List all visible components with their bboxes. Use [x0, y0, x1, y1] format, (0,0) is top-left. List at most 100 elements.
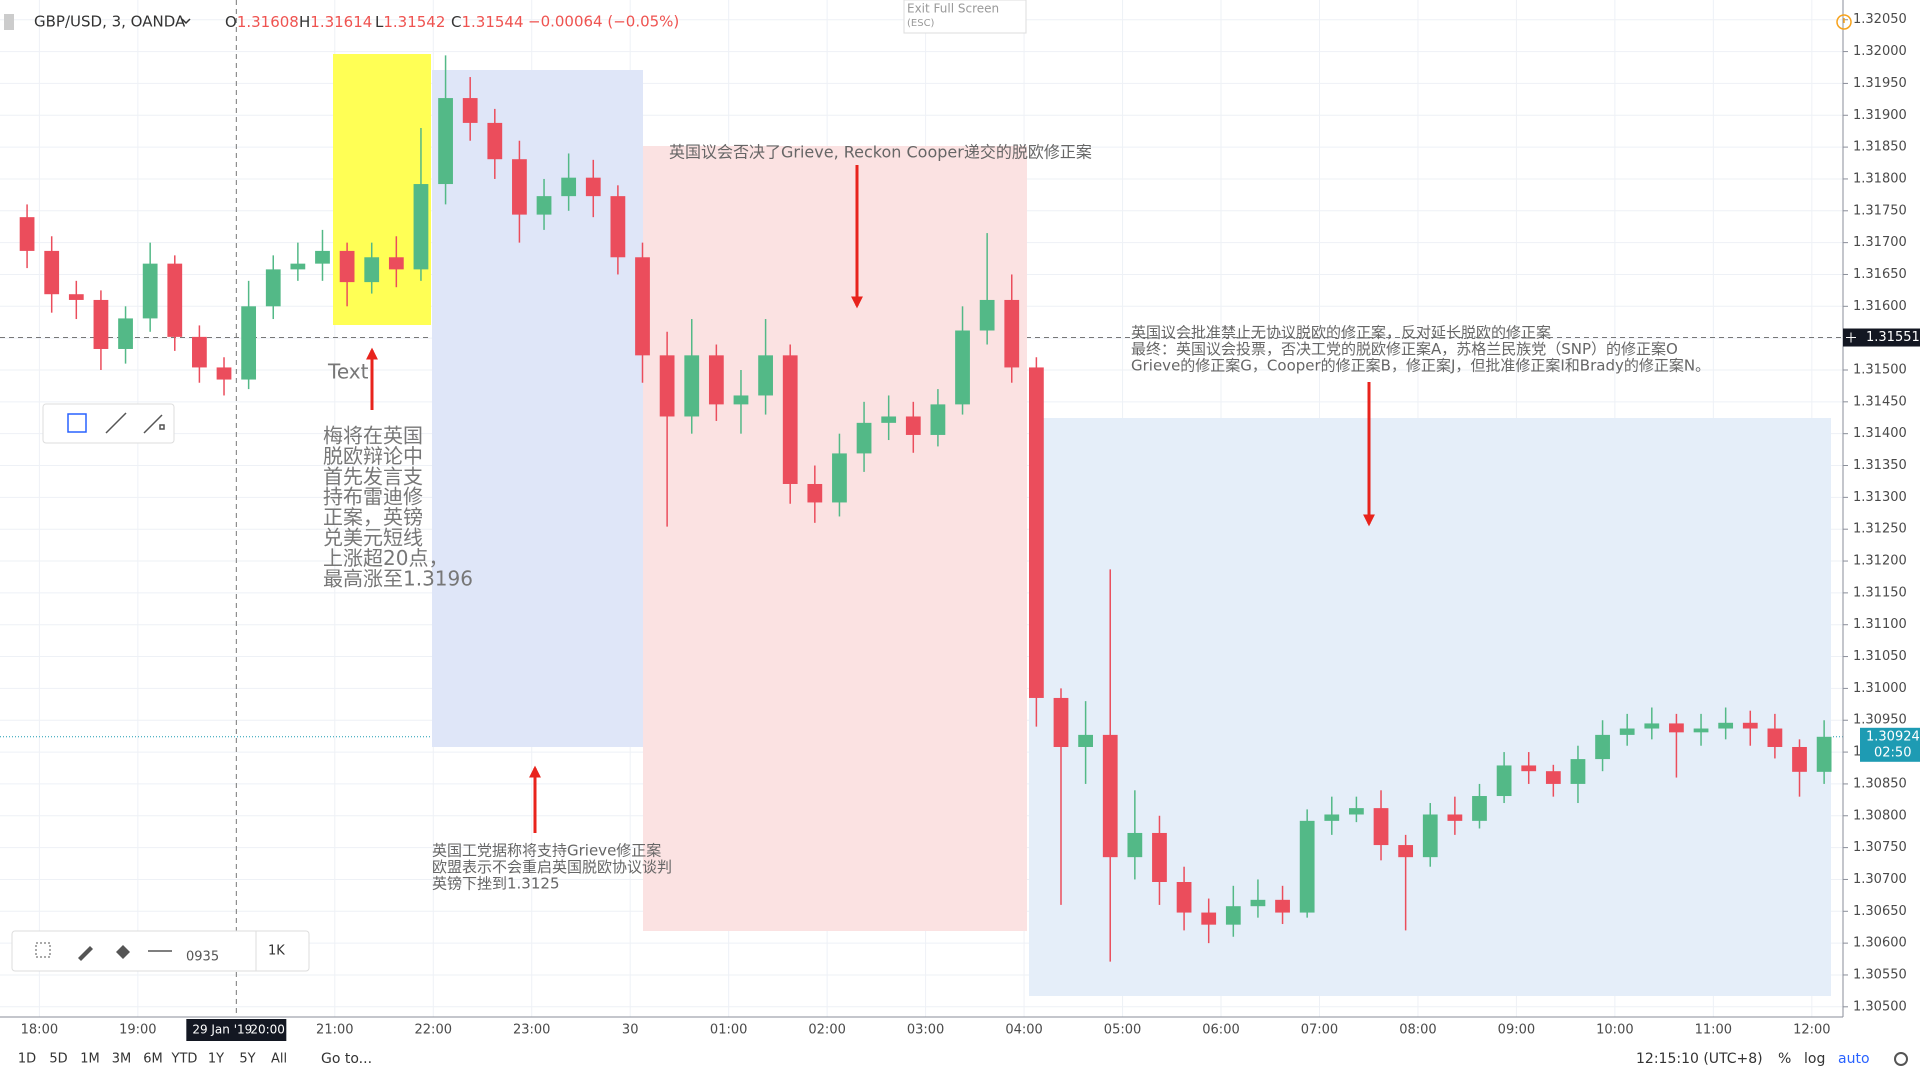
settings-icon[interactable]	[1894, 1052, 1908, 1066]
candle-body	[1004, 299, 1020, 368]
percent-toggle[interactable]: %	[1778, 1051, 1791, 1067]
annotation-line[interactable]: 上涨超20点，	[323, 546, 448, 570]
candle-body	[1693, 728, 1709, 733]
candle-body	[955, 330, 970, 405]
y-tick-label: 1.31350	[1853, 458, 1907, 473]
goto[interactable]: Go to...	[321, 1051, 372, 1067]
crosshair-date: 29 Jan '19	[192, 1023, 252, 1037]
candle-body	[733, 395, 749, 405]
range-button[interactable]: 5Y	[239, 1052, 255, 1067]
exit-fullscreen[interactable]	[903, 0, 1027, 34]
range-button[interactable]: YTD	[171, 1052, 198, 1067]
y-tick-label: 1.30850	[1853, 776, 1907, 791]
candle-body	[241, 306, 257, 380]
range-button[interactable]: 1D	[18, 1052, 36, 1067]
candle-body	[1447, 814, 1463, 821]
candle-body	[1053, 697, 1069, 747]
candle-body	[684, 355, 700, 417]
y-tick-label: 1.31600	[1853, 299, 1907, 314]
y-tick-label: 1.30550	[1853, 967, 1907, 982]
annotation[interactable]: Text	[327, 360, 369, 384]
y-tick-label: 1.31800	[1853, 171, 1907, 186]
candle-body	[1201, 912, 1217, 925]
x-tick-label: 21:00	[316, 1023, 353, 1038]
range-button[interactable]: 5D	[49, 1052, 67, 1067]
candle-body	[536, 196, 552, 215]
annotation-line[interactable]: 梅将在英国	[323, 424, 423, 448]
range-button[interactable]: All	[271, 1052, 287, 1067]
annotation-line[interactable]: 持布雷迪修	[323, 485, 423, 509]
path-tool[interactable]	[143, 414, 165, 434]
y-tick-label: 1.31100	[1853, 617, 1907, 632]
clock[interactable]: 12:15:10 (UTC+8)	[1636, 1051, 1763, 1067]
ohlc-item: C1.31544	[451, 13, 524, 31]
x-tick-label: 18:00	[21, 1023, 58, 1038]
annotation-line[interactable]: 最高涨至1.3196	[323, 566, 473, 590]
exit-title[interactable]: Exit Full Screen	[907, 2, 999, 16]
candle-body	[1644, 723, 1660, 729]
annotation-line[interactable]: 兑美元短线	[323, 526, 423, 550]
annotation-line[interactable]: 最终：英国议会投票，否决工党的脱欧修正案A，苏格兰民族党（SNP）的修正案O	[1131, 340, 1678, 358]
time-axis[interactable]	[0, 1017, 1920, 1043]
y-tick-label: 1.30500	[1853, 999, 1907, 1014]
y-tick-label: 1.31650	[1853, 267, 1907, 282]
x-tick-label: 05:00	[1104, 1023, 1141, 1038]
x-tick-label: 23:00	[513, 1023, 550, 1038]
y-tick-label: 1.31950	[1853, 76, 1907, 91]
x-tick-label: 09:00	[1498, 1023, 1535, 1038]
highlight-rect[interactable]	[432, 70, 643, 747]
candle-body	[1349, 808, 1364, 815]
log-toggle[interactable]: log	[1804, 1051, 1825, 1067]
y-tick-label: 1.30600	[1853, 936, 1907, 951]
tool-interval[interactable]: 1K	[268, 944, 285, 959]
warning-icon[interactable]	[1836, 14, 1852, 30]
candle-body	[1472, 796, 1487, 821]
annotation-line[interactable]: 首先发言支	[323, 464, 423, 488]
candle-body	[1373, 808, 1389, 846]
rect-tool[interactable]	[67, 413, 87, 433]
symbol[interactable]: GBP/USD, 3, OANDA	[34, 13, 186, 31]
annotation-line[interactable]: 英国工党据称将支持Grieve修正案	[432, 842, 661, 860]
range-button[interactable]: 6M	[143, 1052, 163, 1067]
y-tick-label: 1.32050	[1853, 12, 1907, 27]
candle-body	[708, 355, 724, 405]
candle-body	[1792, 746, 1807, 772]
auto-toggle[interactable]: auto	[1838, 1051, 1870, 1067]
highlight-rect[interactable]	[643, 146, 1027, 931]
highlight-rect[interactable]	[1029, 418, 1831, 996]
y-tick-label: 1.30650	[1853, 904, 1907, 919]
candle-body	[167, 263, 183, 337]
candle-body	[930, 404, 946, 435]
range-button[interactable]: 1M	[80, 1052, 100, 1067]
price-axis[interactable]	[1843, 0, 1920, 1017]
annotation[interactable]: 英国议会否决了Grieve, Reckon Cooper递交的脱欧修正案	[669, 143, 1092, 162]
annotation-line[interactable]: 英镑下挫到1.3125	[432, 875, 560, 893]
select-tool[interactable]	[35, 942, 51, 958]
y-tick-label: 1.31050	[1853, 649, 1907, 664]
candle-body	[561, 177, 577, 197]
fill-tool[interactable]	[116, 945, 130, 959]
annotation-line[interactable]: Grieve的修正案G，Cooper的修正案B，修正案J，但批准修正案I和Bra…	[1131, 357, 1710, 375]
candle-body	[1324, 814, 1340, 821]
candle-body	[388, 257, 404, 270]
range-button[interactable]: 3M	[112, 1052, 132, 1067]
candle-body	[610, 196, 626, 258]
range-button[interactable]: 1Y	[208, 1052, 224, 1067]
line-tool[interactable]	[105, 412, 127, 434]
candle-body	[1545, 771, 1561, 784]
y-tick-label: 1.31900	[1853, 108, 1907, 123]
annotation-line[interactable]: 英国议会批准禁止无协议脱欧的修正案，反对延长脱欧的修正案	[1131, 324, 1551, 342]
ohlc-label: O	[225, 13, 237, 31]
ohlc-item: O1.31608	[225, 13, 299, 31]
candle-body	[364, 257, 380, 283]
candle-body	[413, 184, 429, 270]
dropdown-icon[interactable]	[181, 18, 191, 25]
candle-body	[659, 355, 675, 417]
annotation-line[interactable]: 欧盟表示不会重启英国脱欧协议谈判	[432, 858, 672, 876]
tool-value[interactable]: 0935	[186, 950, 219, 965]
annotation-line[interactable]: 正案，英镑	[323, 505, 423, 529]
y-tick-label: 1.31450	[1853, 394, 1907, 409]
pencil-tool[interactable]	[78, 946, 93, 961]
annotation-line[interactable]: 脱欧辩论中	[323, 444, 423, 468]
